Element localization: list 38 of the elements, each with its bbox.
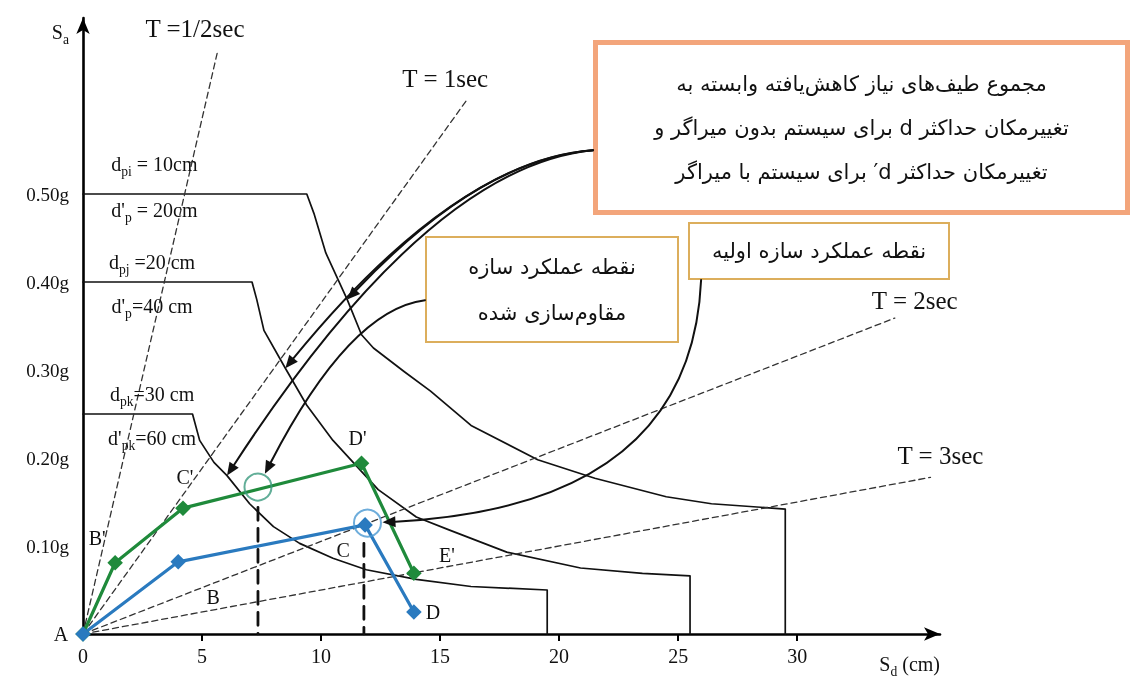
annotation: d'$_{p}$ = 20cm [111,199,198,225]
x-tick-label: 10 [311,645,332,667]
annotation: C [336,538,350,561]
annotation: T = 2sec [871,286,958,314]
annotation: A [53,623,69,645]
annotation: d$_{pi}$ = 10cm [111,153,198,179]
y-tick-label: 0.20g [26,447,70,469]
annotation: E' [438,544,455,567]
annotation: نقطه عملکرد سازه مقاوم‌سازی شده [467,253,637,327]
y-tick-label: 0.30g [26,359,70,381]
x-axis-title: S$_{d}$ (cm) [879,653,940,679]
annotation: T = 1sec [402,64,489,92]
annotation: d'$_{p}$=40 cm [111,295,194,321]
note-frame: نقطه عملکرد سازه مقاوم‌سازی شده [425,236,679,343]
note-frame: مجموع طیف‌های نیاز کاهش‌یافته وابسته به تغییرمکان حداکثر d برای سیستم بدون میراگر و تغییرمکان حداکثر d′ برای سیستم با میراگر [593,40,1130,215]
annotation: T = 3sec [897,441,984,469]
annotation: B [206,585,220,608]
annotation: d'$_{pk}$=60 cm [108,427,197,453]
annotation: B' [88,526,106,549]
annotation: T =1/2sec [145,14,245,42]
annotation: d$_{pj}$ =20 cm [108,251,196,277]
x-tick-label: 20 [549,645,570,667]
y-tick-label: 0.10g [26,535,70,557]
annotation: D' [348,427,367,450]
annotation: d$_{pk}$=30 cm [109,383,195,409]
x-tick-label: 0 [78,645,88,667]
annotation: C' [176,466,194,489]
x-tick-label: 30 [787,645,808,667]
y-axis-title: S$_{a}$ [51,21,69,47]
y-tick-label: 0.40g [26,271,70,293]
annotation: D [425,601,441,623]
y-tick-label: 0.50g [26,183,70,205]
x-tick-label: 5 [197,645,208,667]
x-tick-label: 25 [668,645,689,667]
annotation: مجموع طیف‌های نیاز کاهش‌یافته وابسته به تغییرمکان حداکثر d برای سیستم بدون میراگر و تغییرمکان حداکثر d′ برای سیستم با میراگر [652,70,1070,186]
x-tick-label: 15 [430,645,451,667]
annotation: نقطه عملکرد سازه اولیه [711,238,927,265]
note-frame: نقطه عملکرد سازه اولیه [688,222,950,280]
